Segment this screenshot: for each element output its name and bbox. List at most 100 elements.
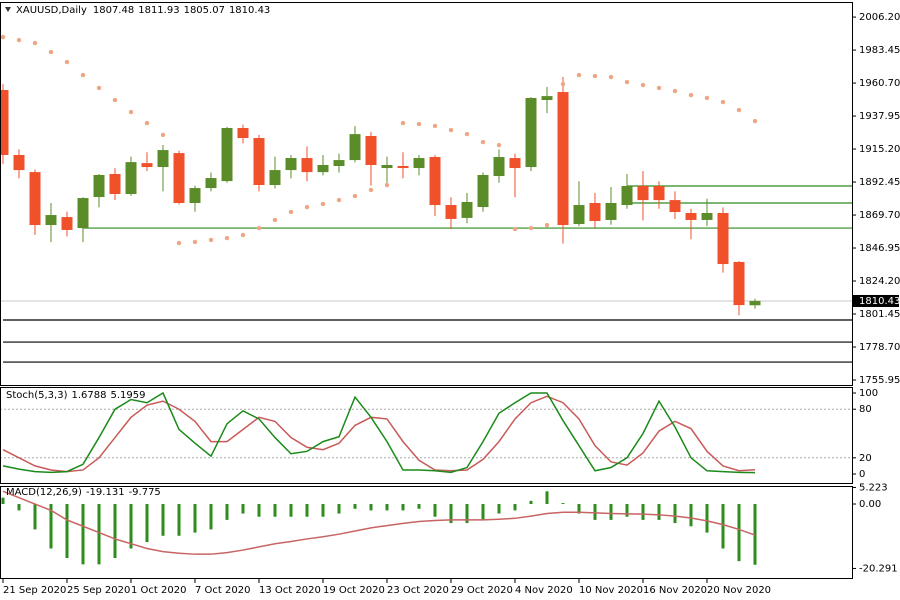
macd-bar [97,504,101,565]
menu-triangle[interactable] [5,7,11,12]
candle-body [557,92,569,226]
y-tick-label: 1983.45 [859,45,900,56]
sar-dot [256,225,262,231]
macd-bar [561,503,565,505]
candle-body [541,96,553,101]
price-tag-label: 1810.43 [859,296,900,307]
x-tick-label: 19 Oct 2020 [323,585,385,596]
macd-bar [177,504,181,536]
candle-body [413,158,425,169]
macd-bar [65,504,69,558]
sar-dot [336,197,342,203]
candle-body [45,215,57,226]
x-tick-label: 7 Oct 2020 [195,585,250,596]
macd-bar [737,504,741,562]
candle-body [333,160,345,167]
macd-bar [481,504,485,520]
x-tick-label: 4 Nov 2020 [515,585,573,596]
sar-dot [640,82,646,88]
macd-bar [449,504,453,524]
candle-body [669,200,681,212]
candle-body [525,97,537,168]
sar-dot [224,235,230,241]
sar-dot [400,120,406,126]
sar-dot [576,72,582,78]
macd-bar [401,504,405,511]
y-tick-label: 1778.70 [859,342,900,353]
macd-bar [241,504,245,514]
high-value: 1811.93 [138,5,179,16]
sar-dot [416,121,422,127]
y-tick-label: -20.291 [859,563,898,574]
candle-body [397,166,409,169]
candle-body [637,186,649,201]
candle-body [205,178,217,189]
x-tick-label: 20 Nov 2020 [707,585,771,596]
sar-dot [80,72,86,78]
candle-body [381,164,393,169]
macd-bar [33,504,37,530]
macd-main-value: -19.131 [86,487,125,498]
candle-body [125,162,137,194]
macd-signal-line [2,490,756,555]
y-tick-label: 1960.70 [859,78,900,89]
sar-dot [208,237,214,243]
macd-bar [49,504,53,549]
macd-bar [305,504,309,517]
sar-dot [752,118,758,124]
candle-body [621,186,633,206]
candle-body [269,170,281,186]
candle-body [349,134,361,161]
candle-body [493,157,505,177]
sar-dot [704,95,710,101]
sar-dot [16,37,22,43]
stoch-title: Stoch(5,3,3) [6,390,68,401]
x-tick-label: 29 Oct 2020 [451,585,513,596]
macd-bar [193,504,197,533]
y-tick-label: 100 [859,388,878,399]
macd-bar [609,504,613,520]
macd-bar [209,504,213,530]
macd-bar [705,504,709,533]
macd-bar [1,497,5,505]
macd-bar [417,504,421,509]
candle-body [61,217,73,230]
candle-body [253,138,265,186]
sar-dot [464,131,470,137]
macd-bar [257,504,261,517]
sar-dot [128,109,134,115]
candle-body [589,202,601,221]
y-tick-label: 20 [859,453,872,464]
macd-bar [145,504,149,543]
macd-bar [721,504,725,549]
low-value: 1805.07 [184,5,225,16]
candle-body [461,201,473,218]
y-tick-label: 1937.95 [859,111,900,122]
macd-bar [81,504,85,565]
candle-body [77,198,89,229]
sar-dot [272,217,278,223]
macd-bar [657,504,661,520]
macd-signal-value: -9.775 [129,487,161,498]
candle-body [429,157,441,206]
open-value: 1807.48 [93,5,134,16]
stoch-main-value: 1.6788 [71,390,106,401]
y-tick-label: 0 [859,469,865,480]
marks [0,34,852,565]
candle-body [685,212,697,220]
sar-dot [112,97,118,103]
candle-body [221,128,233,182]
candle-body [701,212,713,220]
macd-bar [289,504,293,517]
macd-title: MACD(12,26,9) [6,487,82,498]
candle-body [749,300,761,306]
candle-body [157,150,169,168]
candle-body [573,205,585,225]
sar-dot [352,193,358,199]
candle-body [509,158,521,169]
x-tick-label: 21 Sep 2020 [3,585,66,596]
y-tick-label: 80 [859,404,872,415]
sar-dot [176,240,182,246]
macd-bar [497,504,501,514]
